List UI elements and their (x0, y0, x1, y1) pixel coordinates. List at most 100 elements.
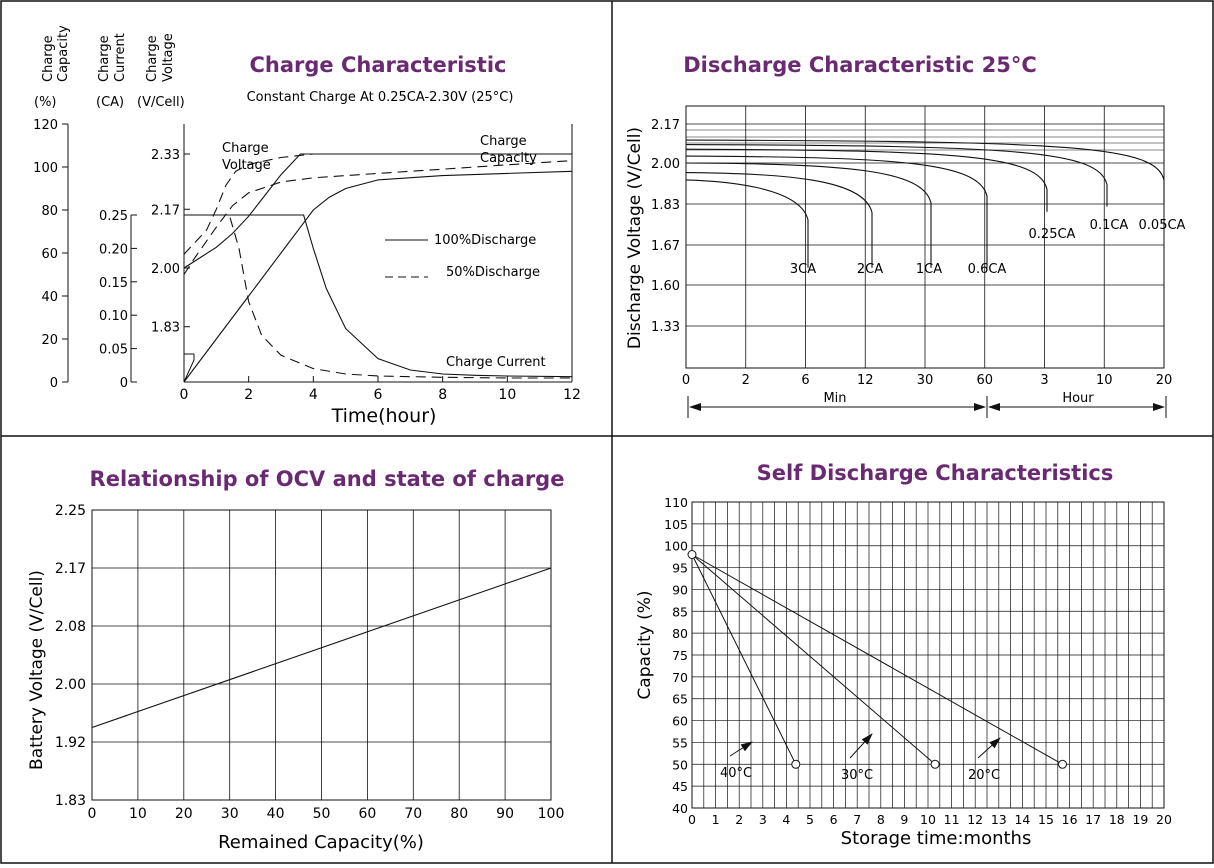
current-tick-label: 0.15 (99, 276, 128, 291)
series-label: 3CA (790, 262, 816, 277)
y-tick-label: 50 (672, 757, 688, 772)
chart-title: Self Discharge Characteristics (757, 461, 1114, 485)
y-tick-label: 65 (672, 692, 688, 707)
voltage-axis: 1.83 2.00 2.17 2.33 (151, 124, 190, 382)
series-line (91, 567, 552, 729)
x-tick-label: 4 (782, 812, 790, 827)
x-axis-label: Time(hour) (331, 405, 437, 427)
voltage-header-unit: (V/Cell) (137, 95, 185, 110)
y-tick-label: 95 (672, 561, 688, 576)
x-tick-label: 30 (221, 806, 239, 822)
series-label: 0.25CA (1029, 227, 1076, 242)
legend-label-100: 100%Discharge (434, 233, 536, 248)
series-line (184, 214, 572, 379)
plot-frame (685, 105, 1165, 369)
x-tick-label: 16 (1062, 812, 1078, 827)
series-curves (183, 153, 573, 383)
charge-characteristic-chart: Charge Characteristic Constant Charge At… (33, 25, 581, 427)
y-tick-label: 2.00 (651, 157, 680, 172)
series-line (183, 160, 573, 275)
x-tick-label: 30 (917, 373, 934, 388)
series-end-point (930, 759, 940, 769)
x-tick-label: 15 (1038, 812, 1054, 827)
x-tick-label: 6 (830, 812, 838, 827)
capacity-header-line2: Capacity (56, 25, 71, 82)
series-line (685, 139, 1165, 204)
capacity-header-line1: Charge (41, 35, 56, 82)
series-line (183, 170, 573, 383)
series-label: 0.6CA (968, 262, 1007, 277)
y-tick-label: 85 (672, 604, 688, 619)
chart-subtitle: Constant Charge At 0.25CA-2.30V (25°C) (247, 90, 514, 105)
x-tick-label: 2 (742, 373, 750, 388)
voltage-header-line1: Charge (145, 35, 160, 82)
annotation-capacity-line2: Capacity (480, 151, 537, 166)
annotation-current: Charge Current (446, 355, 546, 370)
x-tick-label: 0 (88, 806, 97, 822)
x-axis-label: Storage time:months (841, 828, 1032, 849)
capacity-header-unit: (%) (34, 95, 57, 110)
min-label: Min (823, 391, 846, 406)
hour-label: Hour (1062, 391, 1094, 406)
series-start-point (687, 550, 697, 559)
x-tick-label: 14 (1014, 812, 1030, 827)
arrow-icon (729, 741, 753, 757)
x-tick-label: 1 (712, 812, 720, 827)
x-tick-label: 20 (175, 806, 193, 822)
arrow-icon (977, 737, 1001, 759)
time-axis: 0 2 4 6 8 10 12 Time(hour) (180, 124, 581, 427)
legend: 100%Discharge 50%Discharge (385, 233, 540, 280)
y-tick-label: 80 (672, 626, 688, 641)
time-tick-label: 8 (438, 387, 447, 403)
plot-frame (691, 501, 1165, 809)
series-line (691, 554, 936, 765)
gridlines (91, 509, 552, 801)
current-tick-label: 0.25 (99, 209, 128, 224)
capacity-tick-label: 20 (41, 333, 58, 348)
series-label: 0.05CA (1139, 218, 1186, 233)
y-tick-label: 105 (664, 517, 688, 532)
voltage-header-line2: Voltage (161, 33, 176, 82)
x-tick-label: 40 (267, 806, 285, 822)
capacity-tick-label: 120 (33, 118, 58, 133)
series-line (691, 554, 1063, 765)
series-line (685, 179, 809, 268)
series-line (685, 172, 873, 268)
x-tick-label: 90 (496, 806, 514, 822)
x-tick-label: 70 (404, 806, 422, 822)
y-tick-label: 1.83 (55, 793, 86, 809)
x-tick-label: 2 (735, 812, 743, 827)
y-tick-label: 1.92 (55, 735, 86, 751)
y-tick-label: 75 (672, 648, 688, 663)
capacity-tick-label: 80 (41, 204, 58, 219)
capacity-tick-label: 60 (41, 247, 58, 262)
current-tick-label: 0 (120, 376, 128, 391)
x-tick-label: 11 (944, 812, 960, 827)
x-tick-label: 0 (682, 373, 690, 388)
series-end-point (791, 759, 801, 769)
series-curves (91, 567, 552, 729)
x-tick-label: 12 (967, 812, 983, 827)
series-end-point (1058, 759, 1067, 769)
gridlines (691, 501, 1165, 809)
x-tick-label: 6 (801, 373, 809, 388)
self-discharge-chart: Self Discharge Characteristics Capacity … (635, 461, 1172, 849)
x-tick-label: 10 (1096, 373, 1113, 388)
x-tick-label: 0 (688, 812, 696, 827)
capacity-tick-label: 40 (41, 290, 58, 305)
y-tick-label: 1.60 (651, 279, 680, 294)
voltage-tick-label: 2.00 (151, 262, 180, 277)
time-scale-bar: Min Hour (687, 391, 1167, 418)
series-line (685, 144, 1108, 207)
y-axis-label: Battery Voltage (V/Cell) (27, 570, 47, 770)
series-line (685, 148, 1048, 212)
x-tick-label: 10 (129, 806, 147, 822)
series-line (691, 554, 797, 765)
y-tick-label: 2.17 (55, 561, 86, 577)
time-tick-label: 2 (244, 387, 253, 403)
series-label: 30°C (841, 768, 873, 783)
series-line (685, 162, 932, 268)
x-tick-label: 9 (900, 812, 908, 827)
x-tick-label: 50 (313, 806, 331, 822)
